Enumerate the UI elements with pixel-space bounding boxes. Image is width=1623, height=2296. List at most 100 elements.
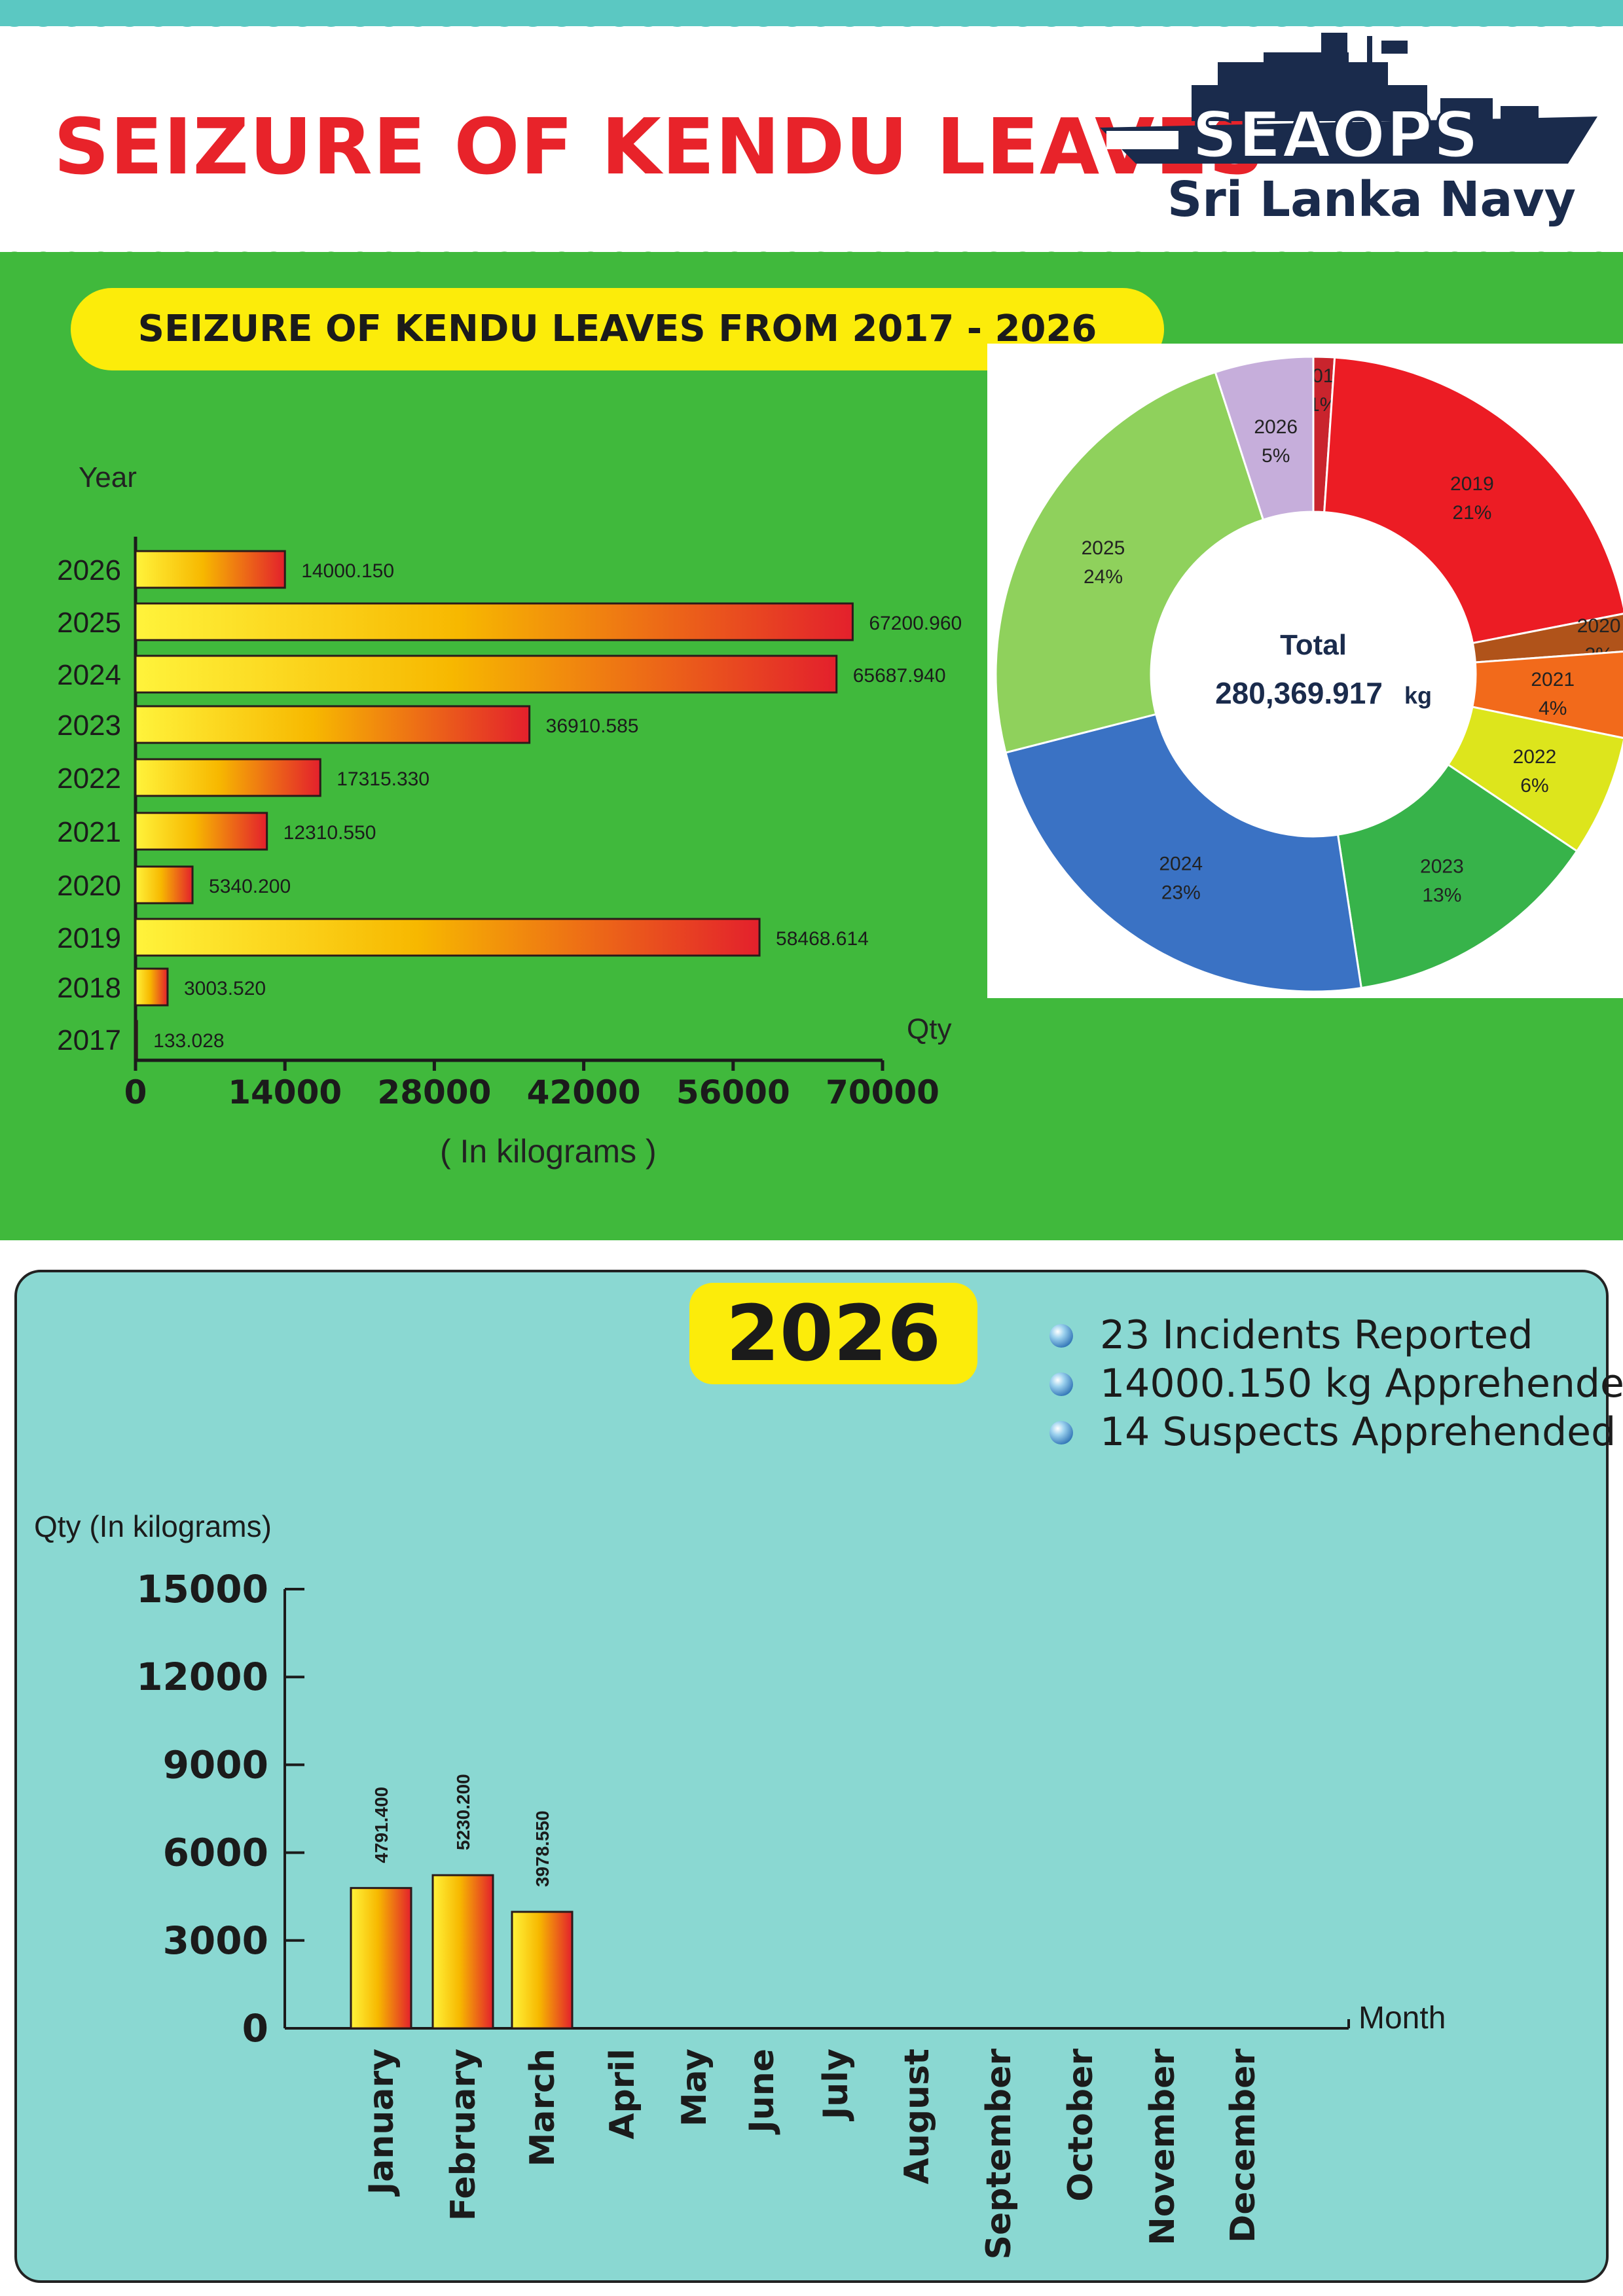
month-axis-title: Month (1359, 2001, 1446, 2036)
bullet-icon (1049, 1421, 1073, 1444)
donut-slice-percent: 13% (1422, 884, 1461, 906)
month-x-tick-label: April (603, 2049, 642, 2140)
bar-y-tick-label: 2024 (57, 659, 121, 691)
donut-chart-box: 20181%201921%20202%20214%20226%202313%20… (987, 344, 1623, 998)
month-x-tick-label: July (816, 2049, 856, 2121)
month-bar-march (511, 1910, 574, 2030)
bar-value-label: 12310.550 (283, 822, 376, 844)
donut-slice-percent: 6% (1520, 775, 1548, 797)
donut-slice-percent: 24% (1084, 566, 1123, 588)
donut-slice-label: 2022 (1513, 746, 1557, 768)
fact-text: 23 Incidents Reported (1100, 1312, 1533, 1358)
fact-text: 14000.150 kg Apprehended (1100, 1361, 1623, 1407)
month-axis-title-qty: Qty (In kilograms) (34, 1509, 272, 1543)
year-detail-panel (14, 1270, 1609, 2283)
bar-axis-unit-note: ( In kilograms ) (440, 1133, 657, 1170)
month-bar-value-label: 3978.550 (532, 1810, 553, 1887)
month-x-tick-label: May (675, 2049, 714, 2126)
donut-slice-label: 2023 (1420, 855, 1464, 877)
bar-2023 (134, 705, 531, 744)
donut-chart: 20181%201921%20202%20214%20226%202313%20… (994, 355, 1623, 993)
fact-item-incidents: 23 Incidents Reported (1044, 1312, 1623, 1361)
bar-y-tick-label: 2021 (57, 816, 121, 848)
donut-slice-2026 (1214, 355, 1315, 522)
year-badge: 2026 (689, 1283, 977, 1384)
bar-2025 (134, 602, 854, 641)
donut-slice-2021 (1471, 650, 1623, 739)
donut-slice-label: 2024 (1159, 853, 1203, 875)
fact-item-quantity: 14000.150 kg Apprehended (1044, 1361, 1623, 1409)
month-x-tick-label: January (362, 2049, 401, 2197)
bullet-icon (1049, 1372, 1073, 1396)
month-y-tick-label: 6000 (163, 1831, 268, 1875)
yearly-bar-chart: 0 14000 28000 42000 56000 70000 2026 14000.150 2… (57, 537, 962, 1111)
bar-axis-title-qty: Qty (907, 1013, 952, 1045)
fact-list: 23 Incidents Reported 14000.150 kg Appre… (1044, 1312, 1623, 1458)
brand-seaops: SEAOPS (1190, 97, 1480, 174)
donut-slice-percent: 4% (1539, 698, 1567, 719)
donut-center-title: Total (1280, 629, 1347, 661)
donut-slice-2024 (1004, 713, 1363, 993)
bar-y-tick-label: 2022 (57, 762, 121, 795)
bar-2018 (134, 967, 169, 1007)
bullet-icon (1049, 1324, 1073, 1348)
bar-value-label: 17315.330 (337, 768, 429, 790)
donut-center-unit: kg (1404, 682, 1432, 709)
bar-2020 (134, 865, 194, 905)
bar-x-tick-label: 28000 (377, 1073, 491, 1111)
navy-ship-logo (1100, 33, 1597, 164)
donut-slice-label: 2019 (1450, 473, 1494, 495)
bar-y-tick-label: 2019 (57, 922, 121, 954)
bar-x-tick-label: 56000 (676, 1073, 790, 1111)
month-x-tick-label: February (444, 2049, 483, 2221)
bar-value-label: 133.028 (153, 1030, 224, 1052)
bar-value-label: 5340.200 (209, 876, 291, 897)
donut-slice-label: 2025 (1082, 537, 1125, 559)
donut-slice-2019 (1323, 356, 1623, 645)
donut-slice-2025 (994, 370, 1265, 754)
donut-slice-label: 2021 (1531, 669, 1575, 691)
bar-x-tick-label: 0 (124, 1073, 147, 1111)
year-badge-text: 2026 (725, 1288, 941, 1378)
bar-y-tick-label: 2023 (57, 709, 121, 742)
brand-sri-lanka-navy: Sri Lanka Navy (1167, 171, 1576, 228)
month-x-tick-label: November (1143, 2049, 1182, 2246)
page-title: SEIZURE OF KENDU LEAVES (54, 101, 1266, 192)
month-x-tick-label: December (1224, 2049, 1263, 2243)
month-bar-value-label: 4791.400 (371, 1787, 392, 1863)
month-y-tick-label: 15000 (136, 1567, 268, 1611)
bar-x-tick-label: 70000 (826, 1073, 939, 1111)
donut-slice-percent: 21% (1452, 502, 1491, 524)
bar-2022 (134, 758, 321, 797)
month-x-tick-label: September (979, 2049, 1019, 2260)
bar-value-label: 65687.940 (853, 665, 946, 687)
bar-x-tick-label: 14000 (228, 1073, 342, 1111)
bar-y-tick-label: 2018 (57, 972, 121, 1004)
month-bar-value-label: 5230.200 (453, 1774, 473, 1850)
month-x-tick-label: August (898, 2049, 937, 2184)
month-y-tick-label: 3000 (163, 1918, 268, 1963)
month-bar-february (431, 1874, 494, 2030)
month-y-tick-label: 9000 (163, 1742, 268, 1787)
bar-2017 (134, 1020, 138, 1059)
overview-banner: SEIZURE OF KENDU LEAVES FROM 2017 - 2026 (71, 288, 1164, 370)
bar-y-tick-label: 2026 (57, 554, 121, 586)
bar-y-tick-label: 2025 (57, 607, 121, 639)
month-x-tick-label: June (742, 2049, 782, 2135)
donut-slice-label: 2026 (1254, 416, 1298, 438)
fact-item-suspects: 14 Suspects Apprehended (1044, 1409, 1623, 1458)
month-x-tick-label: March (523, 2049, 562, 2166)
month-bar-january (350, 1887, 412, 2030)
donut-center-value: 280,369.917 (1215, 676, 1383, 710)
bar-value-label: 67200.960 (869, 613, 962, 634)
bar-value-label: 14000.150 (301, 560, 394, 582)
bar-value-label: 58468.614 (776, 928, 869, 950)
donut-slice-percent: 5% (1262, 445, 1290, 467)
bar-axis-title-year: Year (79, 461, 137, 493)
month-y-tick-label: 12000 (136, 1655, 268, 1699)
bar-y-tick-label: 2017 (57, 1024, 121, 1056)
month-y-tick-label: 0 (242, 2006, 268, 2051)
bar-x-tick-label: 42000 (527, 1073, 641, 1111)
donut-slice-2023 (1336, 763, 1578, 990)
